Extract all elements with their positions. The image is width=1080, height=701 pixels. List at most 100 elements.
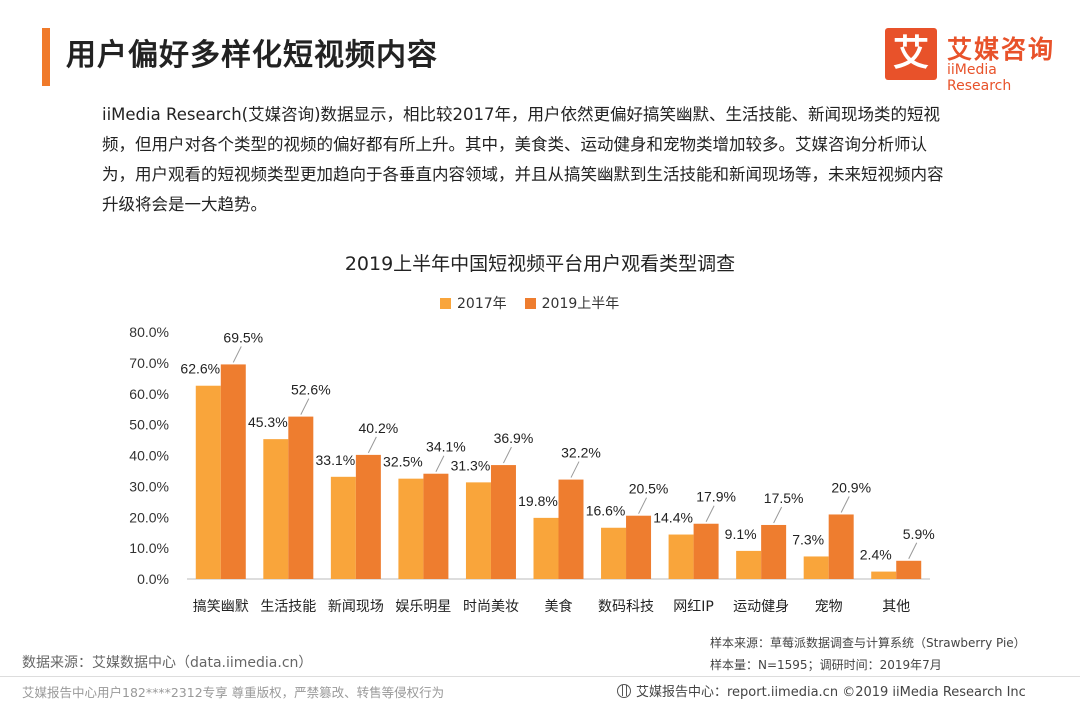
label-leader-line [503, 446, 512, 464]
x-tick-label: 生活技能 [260, 599, 316, 615]
bar-2017 [398, 478, 424, 579]
label-leader-line [840, 496, 850, 513]
legend-label-2017: 2017年 [457, 296, 507, 312]
x-tick-label: 娱乐明星 [395, 599, 451, 615]
legend-swatch-2019h1 [524, 297, 536, 309]
label-leader-line [232, 346, 242, 363]
bar-2017 [803, 556, 829, 579]
data-label-2019h1: 34.1% [426, 439, 466, 455]
label-leader-line [638, 497, 647, 514]
y-tick-label: 0.0% [137, 571, 169, 587]
label-leader-line [435, 455, 445, 472]
data-label-2017: 32.5% [383, 454, 423, 470]
data-label-2019h1: 69.5% [223, 329, 263, 345]
bar-2017 [533, 517, 559, 579]
bar-2019h1 [828, 514, 854, 579]
data-label-2019h1: 5.9% [903, 526, 935, 542]
bar-2019h1 [693, 523, 719, 579]
x-tick-label: 运动健身 [733, 599, 789, 615]
bar-2017 [736, 550, 762, 579]
sample-source: 样本来源：草莓派数据调查与计算系统（Strawberry Pie） [710, 636, 1026, 650]
label-leader-line [570, 461, 580, 478]
bar-2017 [195, 385, 221, 579]
x-tick-label: 数码科技 [598, 599, 654, 615]
data-label-2019h1: 40.2% [359, 420, 399, 436]
iimedia-logo: 艾 艾媒咨询 iiMedia Research [885, 28, 1065, 94]
globe-icon [617, 683, 631, 698]
title-accent-bar [42, 28, 50, 86]
label-leader-line [908, 542, 918, 560]
data-label-2019h1: 20.5% [629, 481, 669, 497]
logo-chinese-name: 艾媒咨询 [947, 35, 1056, 64]
data-label-2017: 7.3% [792, 531, 824, 547]
bar-2019h1 [761, 524, 787, 579]
sample-size: 样本量：N=1595；调研时间：2019年7月 [710, 658, 942, 672]
x-tick-label: 网红IP [673, 599, 714, 615]
data-label-2017: 14.4% [653, 510, 693, 526]
bar-2019h1 [626, 515, 652, 579]
bar-2017 [330, 476, 356, 579]
x-tick-label: 时尚美妆 [463, 599, 519, 615]
data-source: 数据来源：艾媒数据中心（data.iimedia.cn） [22, 655, 313, 671]
data-label-2017: 62.6% [180, 361, 220, 377]
bar-2017 [601, 527, 627, 579]
x-tick-label: 宠物 [815, 599, 843, 615]
bar-2019h1 [558, 479, 584, 579]
bar-2019h1 [423, 473, 449, 579]
logo-mark [885, 28, 937, 80]
data-label-2019h1: 17.5% [764, 490, 804, 506]
x-tick-label: 新闻现场 [328, 599, 384, 615]
chart-legend: 2017年 2019上半年 [440, 293, 619, 313]
data-label-2019h1: 20.9% [831, 479, 871, 495]
footer-report-link[interactable]: 艾媒报告中心：report.iimedia.cn ©2019 iiMedia R… [617, 681, 1026, 700]
y-tick-label: 50.0% [129, 417, 169, 433]
data-label-2017: 31.3% [451, 457, 491, 473]
legend-label-2019h1: 2019上半年 [541, 296, 620, 312]
y-tick-label: 30.0% [129, 478, 169, 494]
data-label-2017: 2.4% [860, 547, 892, 563]
bar-2019h1 [490, 465, 516, 579]
legend-swatch-2017 [440, 297, 451, 309]
data-label-2019h1: 52.6% [291, 382, 331, 398]
footer-copyright-notice: 艾媒报告中心用户182****2312专享 尊重版权，严禁篡改、转售等侵权行为 [22, 685, 445, 700]
bar-2019h1 [355, 454, 381, 579]
bar-2017 [668, 534, 694, 579]
x-tick-label: 搞笑幽默 [193, 599, 249, 615]
page-title: 用户偏好多样化短视频内容 [66, 38, 438, 73]
y-tick-label: 40.0% [129, 448, 169, 464]
data-label-2019h1: 36.9% [494, 430, 534, 446]
data-label-2017: 9.1% [725, 526, 757, 542]
bar-2019h1 [896, 560, 922, 579]
data-label-2019h1: 17.9% [696, 489, 736, 505]
x-tick-label: 美食 [545, 598, 573, 615]
data-label-2017: 19.8% [518, 493, 558, 509]
y-tick-label: 60.0% [129, 386, 169, 402]
footer-report-text: 艾媒报告中心：report.iimedia.cn ©2019 iiMedia R… [636, 685, 1026, 700]
intro-paragraph: iiMedia Research(艾媒咨询)数据显示，相比较2017年，用户依然… [102, 105, 944, 214]
label-leader-line [300, 398, 310, 415]
y-tick-label: 70.0% [129, 355, 169, 371]
label-leader-line [705, 505, 715, 522]
logo-english-name: iiMedia Research [947, 62, 1012, 94]
y-tick-label: 80.0% [129, 324, 169, 340]
data-label-2017: 45.3% [248, 414, 288, 430]
bar-2019h1 [220, 364, 246, 579]
label-leader-line [367, 436, 377, 454]
data-label-2017: 33.1% [316, 452, 356, 468]
y-tick-label: 20.0% [129, 509, 169, 525]
legend-item-2017: 2017年 [440, 293, 507, 313]
chart-title: 2019上半年中国短视频平台用户观看类型调查 [344, 253, 736, 275]
legend-item-2019h1: 2019上半年 [524, 293, 620, 313]
label-leader-line [773, 506, 783, 524]
bar-2017 [871, 571, 897, 579]
footer-divider [0, 676, 1080, 677]
data-label-2017: 16.6% [586, 503, 626, 519]
bar-2019h1 [288, 416, 314, 579]
y-tick-label: 10.0% [129, 540, 169, 556]
bar-2017 [263, 439, 289, 579]
x-tick-label: 其他 [882, 599, 910, 615]
bar-2017 [465, 482, 491, 579]
logo-glyph: 艾 [892, 33, 929, 74]
data-label-2019h1: 32.2% [561, 445, 601, 461]
